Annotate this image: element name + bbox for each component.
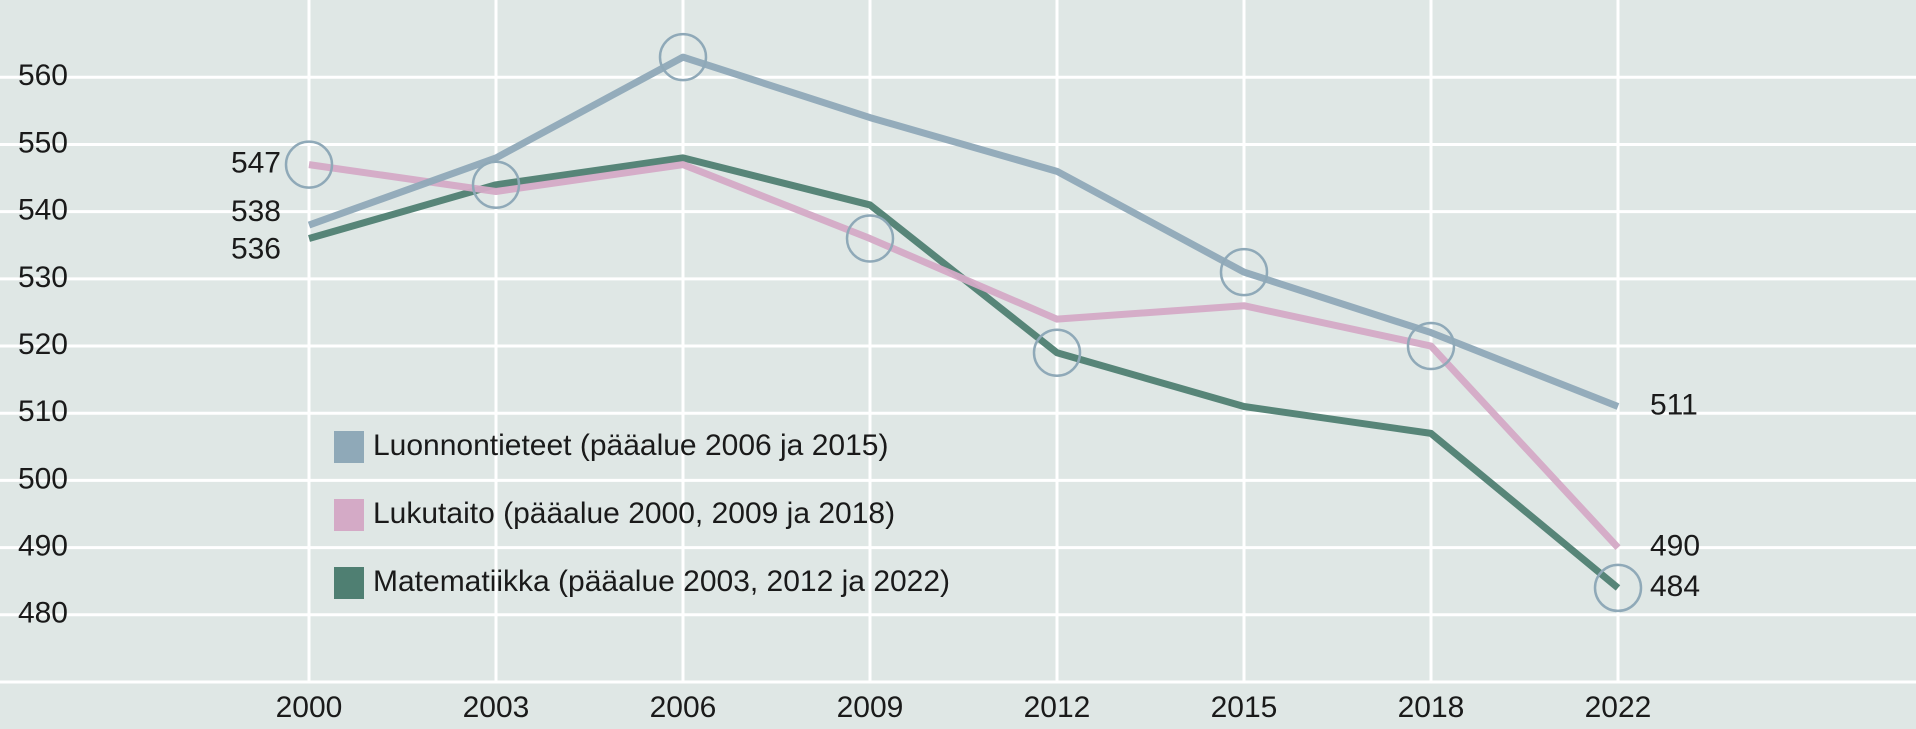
y-tick-label: 500 xyxy=(18,462,68,495)
y-tick-label: 550 xyxy=(18,126,68,159)
y-tick-label: 530 xyxy=(18,261,68,294)
y-tick-label: 480 xyxy=(18,597,68,630)
x-tick-label: 2015 xyxy=(1211,691,1278,724)
x-tick-label: 2009 xyxy=(837,691,904,724)
legend-swatch xyxy=(334,431,364,463)
x-tick-label: 2006 xyxy=(650,691,717,724)
y-tick-label: 490 xyxy=(18,530,68,563)
legend-label: Luonnontieteet (pääalue 2006 ja 2015) xyxy=(373,429,888,462)
value-label: 547 xyxy=(231,147,281,180)
legend-label: Matematiikka (pääalue 2003, 2012 ja 2022… xyxy=(373,565,950,598)
value-label: 538 xyxy=(231,195,281,228)
x-tick-label: 2003 xyxy=(463,691,530,724)
value-label: 536 xyxy=(231,232,281,265)
highlight-marker xyxy=(1593,563,1643,613)
highlight-marker xyxy=(845,214,895,263)
highlight-marker xyxy=(658,32,708,82)
y-tick-label: 560 xyxy=(18,59,68,92)
legend-swatch xyxy=(334,567,364,599)
y-tick-label: 520 xyxy=(18,328,68,361)
x-tick-label: 2018 xyxy=(1398,691,1465,724)
series-line xyxy=(308,161,1621,550)
value-label: 484 xyxy=(1650,570,1700,603)
legend-label: Lukutaito (pääalue 2000, 2009 ja 2018) xyxy=(373,497,895,530)
highlight-marker xyxy=(1406,321,1456,371)
value-label: 490 xyxy=(1650,530,1700,563)
value-label: 511 xyxy=(1650,388,1698,421)
y-tick-label: 510 xyxy=(18,395,68,428)
series-line xyxy=(307,53,1620,410)
x-tick-label: 2012 xyxy=(1024,691,1091,724)
y-tick-label: 540 xyxy=(18,194,68,227)
x-tick-label: 2000 xyxy=(276,691,343,724)
highlight-marker xyxy=(471,160,521,210)
x-tick-label: 2022 xyxy=(1585,691,1652,724)
highlight-marker xyxy=(284,140,334,189)
highlight-marker xyxy=(1032,328,1082,378)
legend-swatch xyxy=(334,499,364,531)
highlight-marker xyxy=(1219,247,1269,297)
